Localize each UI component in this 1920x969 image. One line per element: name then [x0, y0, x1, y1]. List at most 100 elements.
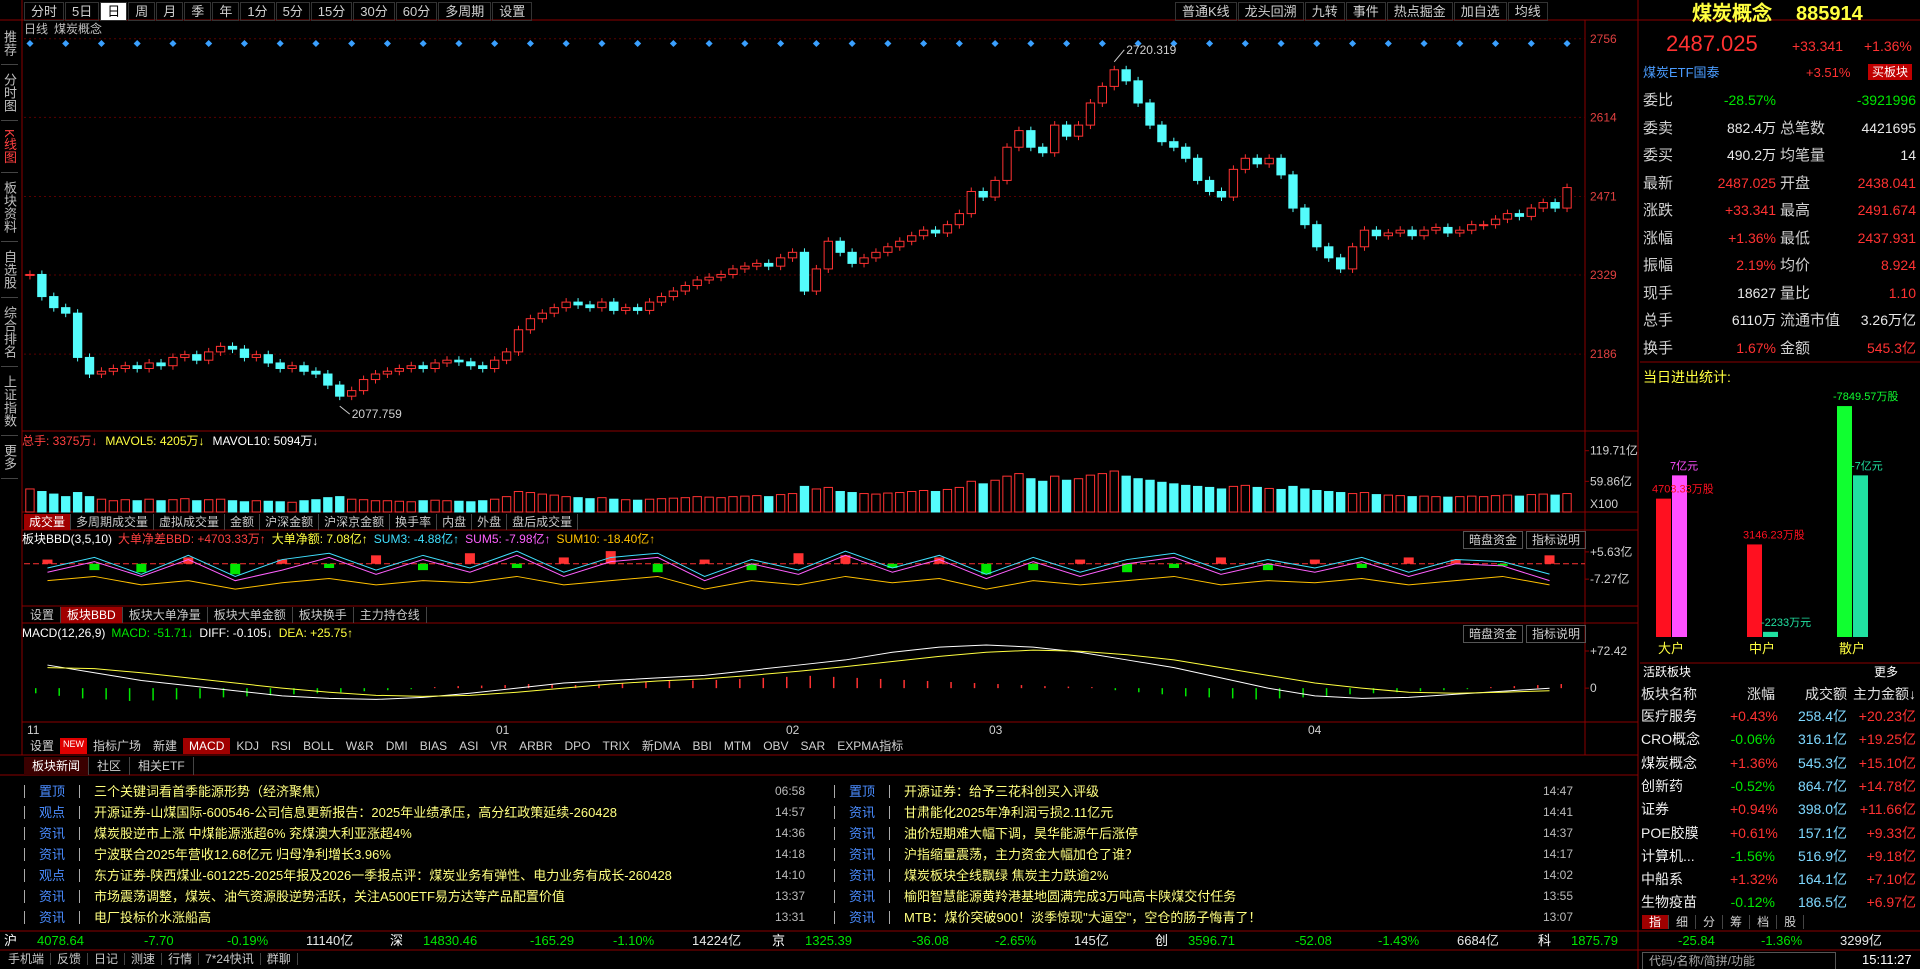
period-button[interactable]: 15分: [310, 2, 353, 21]
indicator-tab[interactable]: EXPMA指标: [837, 739, 904, 753]
bbd-tab[interactable]: 板块换手: [293, 607, 354, 623]
indicator-tab[interactable]: BOLL: [303, 739, 334, 753]
news-tag[interactable]: 资讯: [834, 848, 891, 861]
indicator-button[interactable]: 指标说明: [1526, 625, 1587, 643]
side-tab[interactable]: 更多: [1, 436, 18, 479]
panel-tab[interactable]: 档: [1750, 915, 1778, 929]
news-tag[interactable]: 资讯: [834, 827, 891, 840]
tool-button[interactable]: 龙头回溯: [1237, 2, 1304, 21]
volume-tab[interactable]: 金额: [225, 514, 261, 530]
news-tab[interactable]: 相关ETF: [130, 757, 194, 775]
panel-tab[interactable]: 股: [1777, 915, 1805, 929]
more-link[interactable]: 更多: [1874, 665, 1899, 679]
side-tab[interactable]: 板块资料: [1, 173, 18, 242]
volume-tab[interactable]: 多周期成交量: [71, 514, 155, 530]
news-tag[interactable]: 资讯: [834, 806, 891, 819]
news-tag[interactable]: 置顶: [24, 785, 81, 798]
panel-tab[interactable]: 分: [1696, 915, 1724, 929]
indicator-button[interactable]: 暗盘资金: [1463, 625, 1524, 643]
news-title[interactable]: 市场震荡调整，煤炭、油气资源股逆势活跃，关注A500ETF易方达等产品配置价值: [94, 889, 565, 904]
side-tab[interactable]: K线图: [1, 121, 18, 173]
news-title[interactable]: 东方证券-陕西煤业-601225-2025年报及2026一季报点评：煤炭业务有弹…: [94, 868, 672, 883]
indicator-tab[interactable]: 设置: [30, 739, 55, 753]
indicator-tab[interactable]: OBV: [763, 739, 789, 753]
period-button[interactable]: 月: [156, 2, 184, 21]
news-title[interactable]: 宁波联合2025年营收12.68亿元 归母净利增长3.96%: [94, 847, 391, 862]
panel-tab[interactable]: 筹: [1723, 915, 1751, 929]
news-title[interactable]: 煤炭股逆市上涨 中煤能源涨超6% 兖煤澳大利亚涨超4%: [94, 826, 412, 841]
tool-button[interactable]: 均线: [1507, 2, 1548, 21]
news-tab[interactable]: 社区: [89, 757, 131, 775]
period-button[interactable]: 多周期: [438, 2, 492, 21]
volume-tab[interactable]: 内盘: [437, 514, 473, 530]
indicator-tab[interactable]: BIAS: [419, 739, 448, 753]
period-button[interactable]: 设置: [492, 2, 533, 21]
indicator-tab[interactable]: MACD: [183, 738, 231, 754]
period-button[interactable]: 30分: [353, 2, 395, 21]
side-tab[interactable]: 综合排名: [1, 298, 18, 367]
tool-button[interactable]: 加自选: [1453, 2, 1507, 21]
news-tag[interactable]: 观点: [24, 806, 81, 819]
side-tab[interactable]: 分时图: [1, 65, 18, 121]
bottom-item[interactable]: 测速: [125, 953, 163, 965]
tool-button[interactable]: 事件: [1345, 2, 1386, 21]
buy-button[interactable]: 买板块: [1868, 64, 1913, 80]
indicator-tab[interactable]: SAR: [800, 739, 826, 753]
panel-tab[interactable]: 细: [1669, 915, 1697, 929]
bottom-item[interactable]: 日记: [88, 953, 126, 965]
period-button[interactable]: 年: [212, 2, 240, 21]
indicator-tab[interactable]: BBI: [692, 739, 712, 753]
indicator-tab[interactable]: W&R: [345, 739, 374, 753]
search-box[interactable]: 代码/名称/简拼/功能: [1642, 952, 1836, 969]
bottom-item[interactable]: 反馈: [51, 953, 89, 965]
indicator-tab[interactable]: 新建: [153, 739, 178, 753]
bottom-item[interactable]: 群聊: [261, 953, 298, 965]
news-title[interactable]: 开源证券：给予三花科创买入评级: [904, 784, 1100, 799]
period-button[interactable]: 日: [100, 2, 128, 21]
news-title[interactable]: 三个关键词看首季能源形势（经济聚焦）: [94, 784, 329, 799]
period-button[interactable]: 5日: [65, 2, 100, 21]
side-tab[interactable]: 上证指数: [1, 367, 18, 436]
volume-tab[interactable]: 盘后成交量: [507, 514, 579, 530]
bbd-tab[interactable]: 板块大单金额: [208, 607, 293, 623]
bottom-item[interactable]: 7*24快讯: [199, 953, 261, 965]
indicator-tab[interactable]: 新DMA: [641, 739, 681, 753]
period-button[interactable]: 5分: [275, 2, 310, 21]
bbd-tab[interactable]: 板块BBD: [61, 607, 123, 623]
news-tag[interactable]: 资讯: [24, 890, 81, 903]
news-tag[interactable]: 置顶: [834, 785, 891, 798]
indicator-tab[interactable]: DPO: [564, 739, 591, 753]
news-tag[interactable]: 资讯: [24, 848, 81, 861]
indicator-tab[interactable]: ASI: [459, 739, 479, 753]
bbd-tab[interactable]: 设置: [24, 607, 62, 623]
tool-button[interactable]: 九转: [1304, 2, 1345, 21]
side-tab[interactable]: 自选股: [1, 242, 18, 298]
period-button[interactable]: 周: [128, 2, 156, 21]
indicator-tab[interactable]: TRIX: [602, 739, 630, 753]
news-title[interactable]: 甘肃能化2025年净利润亏损2.11亿元: [904, 805, 1114, 820]
bottom-item[interactable]: 手机端: [2, 953, 52, 965]
volume-tab[interactable]: 外盘: [472, 514, 508, 530]
tool-button[interactable]: 热点掘金: [1386, 2, 1453, 21]
bbd-tab[interactable]: 主力持仓线: [354, 607, 427, 623]
news-tag[interactable]: 资讯: [834, 890, 891, 903]
volume-tab[interactable]: 换手率: [390, 514, 438, 530]
indicator-tab[interactable]: 指标广场: [93, 739, 142, 753]
side-tab[interactable]: 推荐: [1, 22, 18, 65]
news-title[interactable]: 榆阳智慧能源黄羚港基地圆满完成3万吨高卡陕煤交付任务: [904, 889, 1237, 904]
panel-tab[interactable]: 指: [1642, 915, 1670, 929]
news-title[interactable]: 开源证券-山煤国际-600546-公司信息更新报告：2025年业绩承压，高分红政…: [94, 805, 617, 820]
news-title[interactable]: 沪指缩量震荡，主力资金大幅加仓了谁？: [904, 847, 1139, 862]
volume-tab[interactable]: 沪深京金额: [319, 514, 391, 530]
news-title[interactable]: 油价短期难大幅下调，昊华能源午后涨停: [904, 826, 1139, 841]
period-button[interactable]: 60分: [395, 2, 438, 21]
period-button[interactable]: 1分: [240, 2, 275, 21]
news-tag[interactable]: 资讯: [834, 869, 891, 882]
volume-tab[interactable]: 虚拟成交量: [154, 514, 226, 530]
news-tag[interactable]: 观点: [24, 869, 81, 882]
indicator-button[interactable]: 指标说明: [1526, 531, 1587, 549]
indicator-button[interactable]: 暗盘资金: [1463, 531, 1524, 549]
indicator-tab[interactable]: MTM: [723, 739, 752, 753]
indicator-tab[interactable]: ARBR: [519, 739, 553, 753]
news-tab[interactable]: 板块新闻: [24, 757, 90, 775]
